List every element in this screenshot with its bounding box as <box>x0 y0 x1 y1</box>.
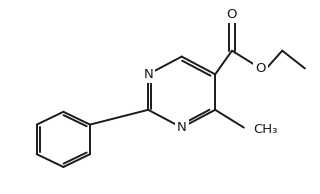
Text: CH₃: CH₃ <box>254 123 278 136</box>
Text: N: N <box>143 68 153 81</box>
Text: O: O <box>255 62 266 75</box>
Text: N: N <box>177 121 187 134</box>
Text: O: O <box>227 8 237 21</box>
